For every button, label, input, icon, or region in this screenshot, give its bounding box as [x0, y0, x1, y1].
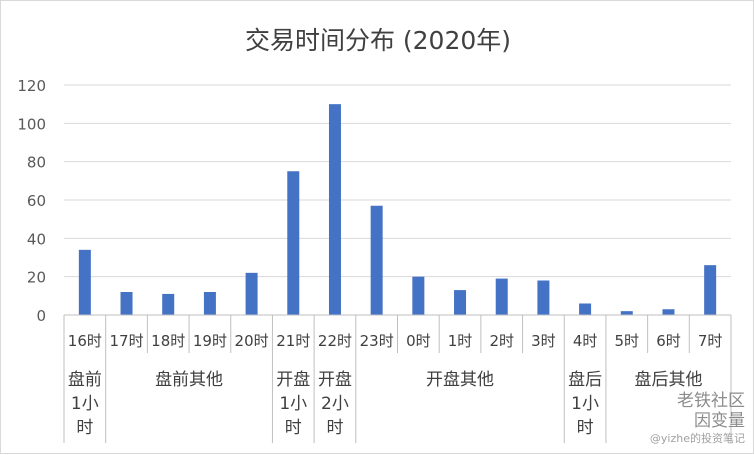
x-tick-label: 5时 — [615, 332, 640, 350]
bar — [620, 311, 633, 315]
bar — [370, 205, 383, 315]
y-tick-label: 100 — [17, 115, 46, 133]
x-tick-label: 23时 — [360, 332, 394, 350]
bar — [495, 278, 508, 315]
x-tick-label: 3时 — [531, 332, 556, 350]
bar — [245, 272, 258, 315]
y-tick-label: 40 — [27, 230, 46, 248]
x-tick-label: 4时 — [573, 332, 598, 350]
group-label: 盘前 1小时 — [68, 370, 102, 438]
x-tick-label: 19时 — [193, 332, 227, 350]
bar — [162, 293, 175, 315]
x-tick-label: 6时 — [656, 332, 681, 350]
y-tick-label: 80 — [27, 154, 46, 172]
group-label: 盘后 1小时 — [568, 370, 602, 438]
bar — [120, 292, 133, 315]
bar — [537, 280, 550, 315]
group-label: 开盘 1小时 — [276, 370, 310, 438]
x-tick-label: 16时 — [68, 332, 102, 350]
x-tick-label: 7时 — [698, 332, 723, 350]
chart-title: 交易时间分布 (2020年) — [244, 26, 512, 55]
bar — [704, 265, 717, 315]
x-tick-label: 21时 — [276, 332, 310, 350]
y-tick-label: 20 — [27, 269, 46, 287]
group-label: 盘前其他 — [155, 370, 223, 390]
group-label: 开盘 2小时 — [318, 370, 352, 438]
bar — [328, 104, 341, 316]
bar — [662, 309, 675, 315]
bar — [412, 276, 425, 315]
watermark-handle: @yizhe的投资笔记 — [649, 431, 745, 445]
x-tick-label: 18时 — [151, 332, 185, 350]
x-tick-label: 17时 — [109, 332, 143, 350]
x-tick-label: 2时 — [489, 332, 514, 350]
y-tick-label: 60 — [27, 192, 46, 210]
group-label: 开盘其他 — [426, 370, 494, 390]
bar — [579, 303, 592, 315]
bar — [78, 249, 91, 315]
bar — [203, 292, 216, 315]
watermark: 老铁社区 因变量 @yizhe的投资笔记 — [650, 391, 745, 445]
x-tick-label: 1时 — [448, 332, 473, 350]
group-label: 盘后其他 — [634, 370, 702, 390]
y-tick-label: 0 — [36, 307, 46, 325]
x-tick-label: 22时 — [318, 332, 352, 350]
watermark-community: 老铁社区 — [677, 391, 745, 412]
x-tick-label: 0时 — [406, 332, 431, 350]
bar — [454, 290, 467, 315]
x-tick-label: 20时 — [235, 332, 269, 350]
bar — [287, 171, 300, 315]
y-tick-label: 120 — [17, 77, 46, 95]
watermark-name: 因变量 — [694, 411, 745, 432]
